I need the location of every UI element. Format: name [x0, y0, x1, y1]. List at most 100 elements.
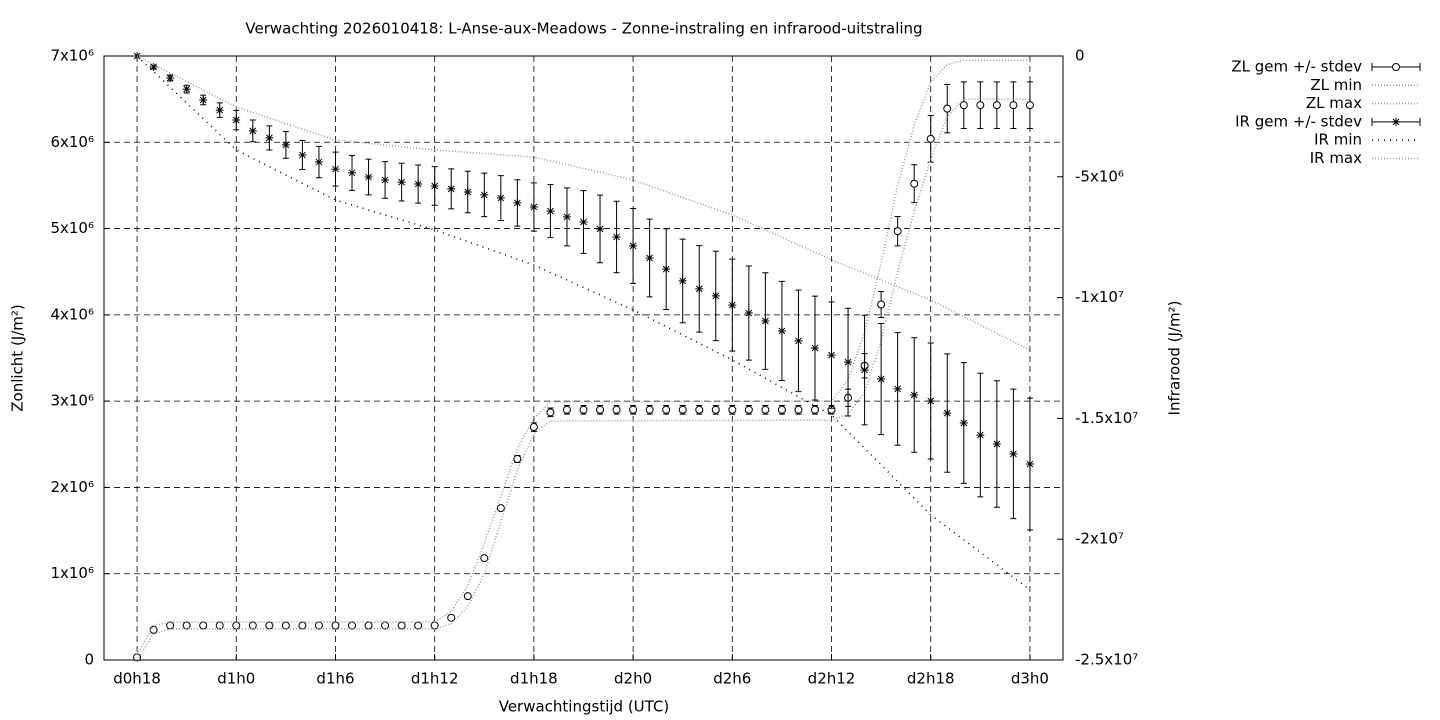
y-tick-label: 7x10⁶ [50, 47, 94, 65]
legend-label: IR max [1310, 149, 1362, 167]
point [612, 232, 621, 241]
point [943, 409, 952, 418]
point [182, 621, 191, 630]
point [298, 151, 307, 160]
point [976, 431, 985, 440]
point [926, 397, 935, 406]
x-tick-label: d2h0 [614, 670, 652, 688]
chart-title: Verwachting 2026010418: L-Anse-aux-Meado… [245, 20, 922, 38]
point [381, 175, 390, 184]
y-tick-label: 1x10⁶ [50, 564, 94, 582]
point [331, 165, 340, 174]
point [149, 62, 158, 71]
point [844, 358, 853, 367]
y2-tick-label: -1x10⁷ [1075, 288, 1124, 306]
point [744, 309, 753, 318]
point [992, 440, 1001, 449]
point [777, 405, 786, 414]
point [199, 621, 208, 630]
point [810, 405, 819, 414]
point [381, 621, 390, 630]
point [529, 423, 538, 432]
point [529, 203, 538, 211]
point [265, 621, 274, 630]
series-line [136, 98, 1030, 661]
point [562, 405, 571, 414]
point [596, 405, 605, 414]
point [959, 101, 968, 110]
legend-label: ZL gem +/- stdev [1231, 58, 1362, 76]
point [182, 85, 191, 94]
point [348, 621, 357, 630]
point [215, 106, 224, 115]
point [166, 73, 175, 82]
point [463, 188, 472, 197]
point [1025, 101, 1034, 110]
point [629, 241, 638, 250]
point [546, 408, 555, 417]
legend-item: ZL max [1306, 94, 1420, 112]
point [397, 178, 406, 187]
point [959, 418, 968, 427]
y2-tick-label: 0 [1075, 47, 1085, 65]
point [877, 300, 886, 309]
point [893, 384, 902, 393]
point [215, 621, 224, 630]
point [943, 104, 952, 113]
point [414, 621, 423, 630]
point [480, 554, 489, 563]
point [761, 405, 770, 414]
legend-item: IR min [1314, 131, 1420, 149]
point [744, 405, 753, 414]
legend-label: ZL min [1310, 76, 1362, 94]
point [992, 101, 1001, 110]
x-tick-label: d2h6 [713, 670, 751, 688]
legend-label: IR min [1314, 131, 1362, 149]
legend-marker [1392, 63, 1400, 71]
point [761, 317, 770, 326]
point [695, 405, 704, 414]
legend-marker [1392, 117, 1400, 126]
point [579, 405, 588, 414]
point [794, 336, 803, 345]
y2-tick-label: -2x10⁷ [1075, 530, 1124, 548]
point [314, 158, 323, 167]
point [496, 504, 505, 513]
point [331, 621, 340, 630]
y2-tick-label: -1.5x10⁷ [1075, 409, 1138, 427]
point [893, 227, 902, 236]
x-tick-label: d1h12 [411, 670, 459, 688]
x-tick-label: d0h18 [113, 670, 161, 688]
point [298, 621, 307, 630]
point [877, 375, 886, 384]
point [695, 284, 704, 293]
point [248, 126, 257, 135]
legend-item: ZL min [1310, 76, 1420, 94]
legend-item: IR gem +/- stdev [1235, 112, 1421, 130]
y-tick-label: 4x10⁶ [50, 305, 94, 323]
point [1009, 101, 1018, 110]
legend-label: ZL max [1306, 94, 1362, 112]
point [364, 621, 373, 630]
point [496, 194, 505, 203]
point [149, 625, 158, 634]
point [579, 217, 588, 226]
point [728, 405, 737, 414]
point [397, 621, 406, 630]
series-line [136, 55, 1031, 591]
y-tick-label: 6x10⁶ [50, 133, 94, 151]
x-tick-label: d1h0 [217, 670, 255, 688]
point [662, 265, 671, 274]
point [629, 405, 638, 414]
y-tick-label: 2x10⁶ [50, 478, 94, 496]
y2-tick-label: -2.5x10⁷ [1075, 651, 1138, 669]
point [645, 405, 654, 414]
point [678, 276, 687, 285]
point [232, 621, 241, 630]
point [728, 301, 737, 310]
point [926, 134, 935, 143]
point [447, 184, 456, 193]
point [265, 133, 274, 142]
